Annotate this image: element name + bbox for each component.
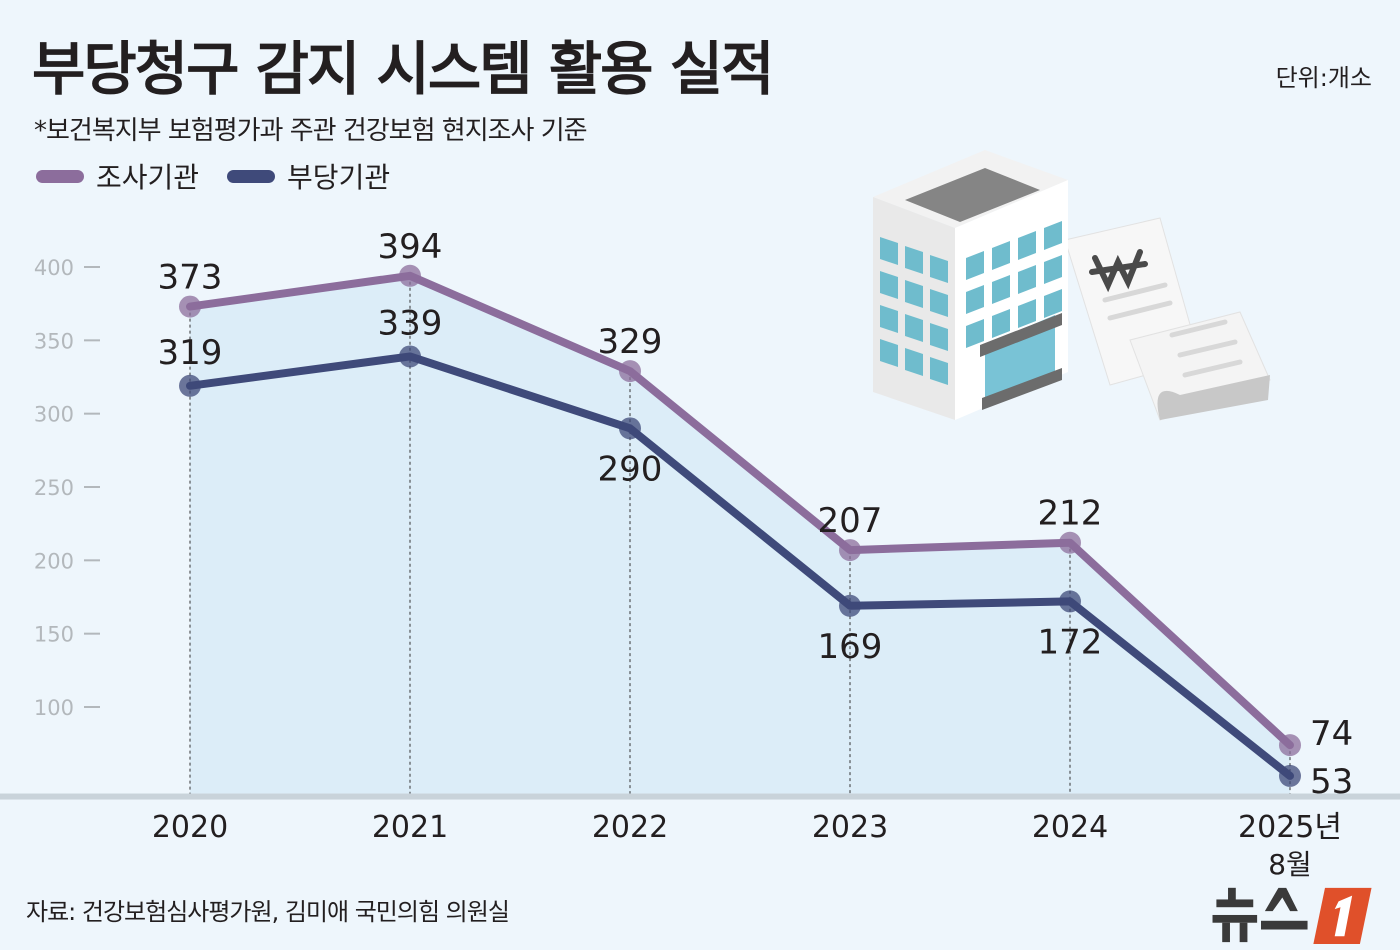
x-tick-label: 2022 xyxy=(592,810,668,845)
series-1-data-label: 394 xyxy=(378,227,443,267)
x-tick-label: 2020 xyxy=(152,810,228,845)
y-tick-label: 100 xyxy=(34,696,74,720)
legend-swatch-2 xyxy=(227,169,276,183)
series-1-point xyxy=(839,539,861,562)
window xyxy=(1044,255,1062,284)
x-tick-label: 2024 xyxy=(1032,810,1108,845)
window xyxy=(992,309,1010,338)
series-2-point xyxy=(1279,764,1301,787)
x-tick-label: 2021 xyxy=(372,810,448,845)
window xyxy=(992,241,1010,270)
window xyxy=(1044,221,1062,250)
series-1-point xyxy=(619,360,641,383)
chart-title: 부당청구 감지 시스템 활용 실적 xyxy=(32,35,774,103)
window xyxy=(880,271,898,299)
x-axis-baseline xyxy=(0,793,1400,800)
logo-wordmark xyxy=(1212,887,1308,943)
series-2-data-label: 169 xyxy=(818,627,883,667)
legend: 조사기관 부당기관 xyxy=(36,156,404,196)
series-2-data-label: 172 xyxy=(1038,622,1103,662)
building-receipt-illustration xyxy=(873,150,1271,421)
window xyxy=(905,348,923,376)
window xyxy=(930,357,948,385)
series-1-data-label: 329 xyxy=(598,322,663,362)
window xyxy=(905,246,923,274)
y-tick-label: 150 xyxy=(34,623,74,647)
y-tick-label: 300 xyxy=(34,403,74,427)
series-1-point xyxy=(399,264,421,287)
window xyxy=(905,314,923,342)
unit-label: 단위:개소 xyxy=(1275,64,1372,92)
series-1-data-label: 212 xyxy=(1038,494,1103,534)
legend-label-2: 부당기관 xyxy=(287,161,391,194)
news1-logo xyxy=(1212,887,1372,945)
series-2-point xyxy=(1059,590,1081,613)
series-2-point xyxy=(619,417,641,440)
window xyxy=(880,305,898,333)
window xyxy=(930,289,948,317)
won-sign-icon xyxy=(1089,249,1148,293)
series-2-data-label: 339 xyxy=(378,303,443,343)
series-2-data-label: 53 xyxy=(1310,762,1353,802)
y-tick-label: 250 xyxy=(34,476,74,500)
chart-subtitle: *보건복지부 보험평가과 주관 건강보험 현지조사 기준 xyxy=(34,116,588,146)
series-1-data-label: 373 xyxy=(158,258,223,298)
series-2-line xyxy=(186,352,1294,780)
y-tick-label: 400 xyxy=(34,256,74,280)
series-1-point xyxy=(1059,531,1081,554)
x-tick-label: 2023 xyxy=(812,810,888,845)
series-1-point xyxy=(179,295,201,318)
legend-swatch-1 xyxy=(36,169,84,183)
legend-item-2: 부당기관 xyxy=(227,156,390,196)
y-tick-label: 350 xyxy=(34,329,74,353)
window xyxy=(992,275,1010,304)
series-1-line xyxy=(186,271,1294,750)
window xyxy=(1018,299,1036,328)
y-tick-label: 200 xyxy=(34,549,74,573)
x-tick-label: 2025년 xyxy=(1238,810,1342,845)
series-1-point xyxy=(1279,734,1301,757)
series-1-data-label: 74 xyxy=(1310,714,1353,754)
window xyxy=(880,237,898,265)
series-2-point xyxy=(399,345,421,368)
window xyxy=(880,339,898,367)
window xyxy=(1018,265,1036,294)
legend-item-1: 조사기관 xyxy=(36,156,199,196)
x-tick-sublabel: 8월 xyxy=(1268,848,1312,881)
window xyxy=(1018,231,1036,260)
window xyxy=(966,319,984,348)
window xyxy=(905,280,923,308)
series-2-data-label: 290 xyxy=(598,449,663,489)
series-1-data-label: 207 xyxy=(818,501,883,541)
legend-label-1: 조사기관 xyxy=(96,161,200,194)
window xyxy=(966,251,984,280)
window xyxy=(930,255,948,283)
series-2-point xyxy=(839,594,861,617)
window xyxy=(930,323,948,351)
series-2-point xyxy=(179,374,201,397)
series-2-data-label: 319 xyxy=(158,333,223,373)
window xyxy=(966,285,984,314)
source-note: 자료: 건강보험심사평가원, 김미애 국민의힘 의원실 xyxy=(26,898,510,926)
window xyxy=(1044,289,1062,318)
area-fill xyxy=(190,275,1290,794)
